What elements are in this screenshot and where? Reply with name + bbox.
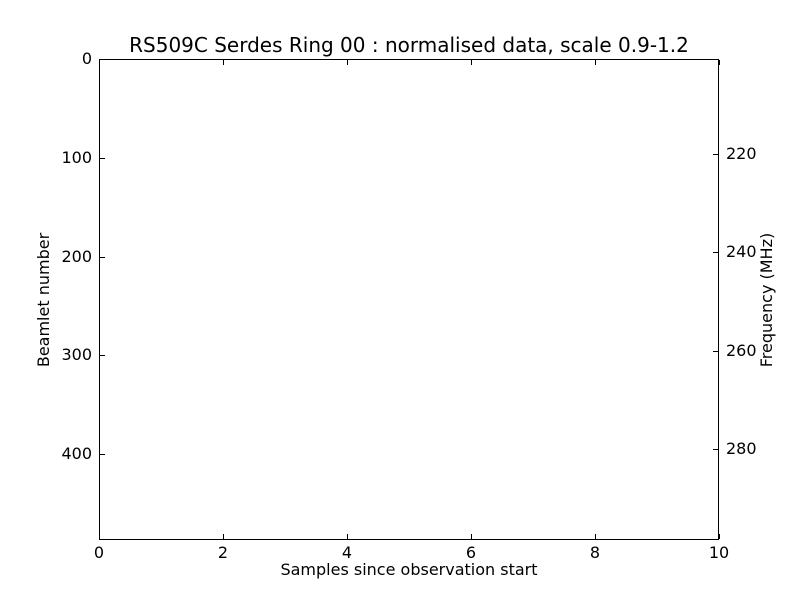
- x-tick-label: 8: [589, 543, 601, 562]
- x-tick: [347, 534, 348, 539]
- x-tick-top: [471, 60, 472, 65]
- x-tick-label: 4: [341, 543, 353, 562]
- chart-title: RS509C Serdes Ring 00 : normalised data,…: [129, 33, 689, 57]
- x-axis-label: Samples since observation start: [280, 560, 538, 579]
- x-tick: [595, 534, 596, 539]
- x-tick-top: [223, 60, 224, 65]
- y-right-tick: [713, 153, 718, 155]
- x-tick-label: 6: [465, 543, 477, 562]
- x-tick-label: 2: [217, 543, 229, 562]
- y-right-tick-label: 240: [726, 242, 757, 262]
- y-right-tick-label: 220: [726, 143, 757, 163]
- y-left-tick-label: 400: [61, 444, 92, 464]
- x-tick-label: 0: [93, 543, 105, 562]
- y-axis-label-right: Frequency (MHz): [757, 232, 776, 368]
- y-left-tick-label: 200: [61, 246, 92, 266]
- y-right-tick: [713, 252, 718, 254]
- y-right-tick-label: 260: [726, 340, 757, 360]
- x-tick-label: 10: [708, 543, 730, 562]
- x-tick: [719, 534, 720, 539]
- x-tick: [471, 534, 472, 539]
- y-left-tick-label: 300: [61, 345, 92, 365]
- x-tick-top: [595, 60, 596, 65]
- x-tick-top: [99, 60, 100, 65]
- x-tick: [223, 534, 224, 539]
- y-left-tick: [100, 59, 105, 60]
- y-left-tick: [100, 157, 105, 159]
- y-left-tick-label: 100: [61, 147, 92, 167]
- y-left-tick: [100, 256, 105, 258]
- y-left-tick: [100, 454, 105, 456]
- y-left-tick-label: 0: [81, 49, 92, 68]
- x-tick: [99, 534, 100, 539]
- plot-area: [99, 59, 719, 540]
- y-right-tick-label: 280: [726, 439, 757, 458]
- y-right-tick: [713, 449, 718, 450]
- x-tick-top: [347, 60, 348, 65]
- y-left-tick: [100, 355, 105, 357]
- y-right-tick: [713, 350, 718, 352]
- x-tick-top: [719, 60, 720, 65]
